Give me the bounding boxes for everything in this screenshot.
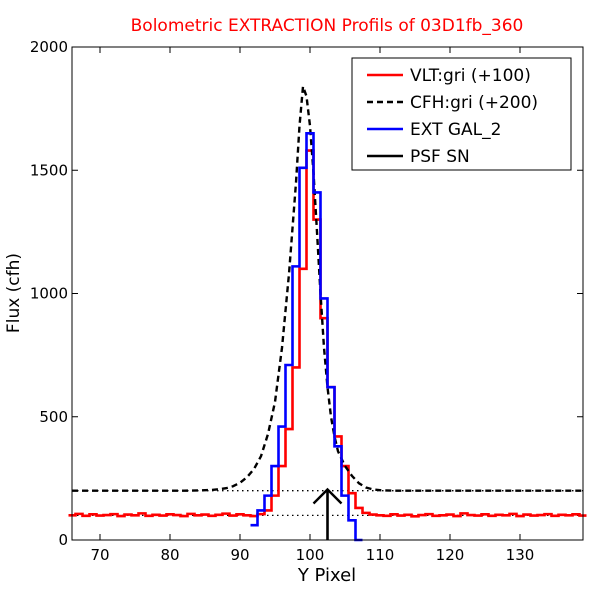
x-tick-label: 80: [160, 546, 179, 564]
y-axis-label: Flux (cfh): [4, 253, 24, 333]
series-2-line: [250, 131, 363, 542]
chart-title: Bolometric EXTRACTION Profils of 03D1fb_…: [131, 16, 524, 36]
x-tick-label: 90: [230, 546, 249, 564]
x-tick-label: 130: [506, 546, 535, 564]
y-tick-label: 0: [58, 531, 68, 549]
series-layer: [68, 86, 587, 542]
arrow-head: [312, 487, 343, 505]
y-tick-labels: 0 500 1000 1500 2000: [30, 38, 68, 549]
legend-label-0: VLT:gri (+100): [410, 66, 531, 86]
x-tick-label: 70: [90, 546, 109, 564]
y-tick-label: 1500: [30, 161, 68, 179]
legend-items: VLT:gri (+100) CFH:gri (+200) EXT GAL_2 PSF…: [367, 66, 538, 167]
x-axis-label: Y Pixel: [297, 565, 356, 586]
ticks-layer: [72, 46, 583, 541]
x-tick-labels: 70 80 90 100 110 120 130: [90, 546, 534, 564]
legend-box: [351, 57, 572, 171]
y-tick-label: 2000: [30, 38, 68, 56]
y-tick-label: 500: [39, 408, 68, 426]
x-tick-label: 110: [366, 546, 395, 564]
legend-label-1: CFH:gri (+200): [410, 93, 538, 113]
psf-sn-arrow: [312, 487, 343, 540]
y-tick-label: 1000: [30, 285, 68, 303]
legend: VLT:gri (+100) CFH:gri (+200) EXT GAL_2 PSF…: [351, 57, 572, 171]
legend-label-3: PSF SN: [410, 147, 470, 167]
x-tick-label: 120: [436, 546, 465, 564]
legend-label-2: EXT GAL_2: [410, 120, 501, 140]
x-tick-label: 100: [296, 546, 325, 564]
